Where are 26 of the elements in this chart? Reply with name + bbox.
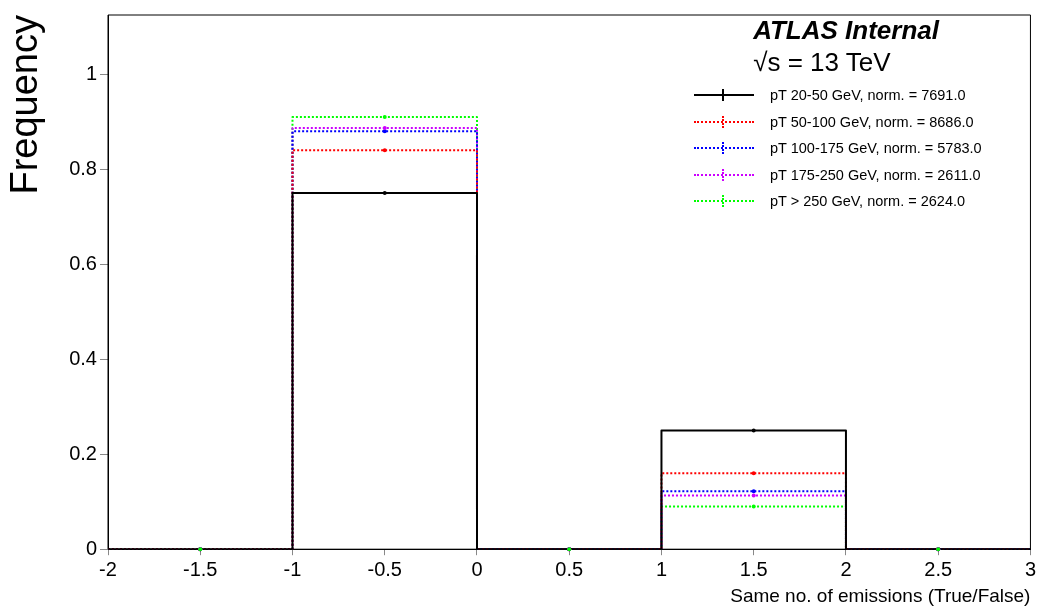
x-tick-label: -1 [283, 557, 302, 580]
x-tick-label: 1.5 [739, 557, 768, 580]
x-tick-label: -1.5 [183, 557, 218, 580]
legend-label: pT > 250 GeV, norm. = 2624.0 [770, 193, 966, 210]
legend-label: pT 20-50 GeV, norm. = 7691.0 [770, 87, 966, 104]
y-axis-title: Frequency [3, 15, 46, 195]
y-tick-label: 0.8 [69, 156, 97, 179]
x-tick-label: 2 [840, 557, 852, 580]
x-tick-label: 0 [471, 557, 483, 580]
legend-label: pT 100-175 GeV, norm. = 5783.0 [770, 140, 982, 157]
legend-label: pT 175-250 GeV, norm. = 2611.0 [770, 166, 981, 183]
x-tick-label: 0.5 [555, 557, 584, 580]
x-tick-label: 1 [655, 557, 668, 580]
y-tick-label: 0.4 [69, 346, 97, 369]
y-tick-label: 0 [85, 536, 97, 559]
legend-label: pT 50-100 GeV, norm. = 8686.0 [770, 113, 974, 130]
annotation: √s = 13 TeV [753, 46, 892, 78]
annotation: ATLAS Internal [753, 14, 939, 46]
x-tick-label: -0.5 [367, 557, 402, 580]
y-tick-label: 1 [85, 61, 97, 84]
y-tick-label: 0.2 [69, 441, 97, 464]
y-tick-label: 0.6 [69, 251, 97, 274]
x-axis-title: Same no. of emissions (True/False) [730, 584, 1031, 606]
x-tick-label: 3 [1024, 557, 1036, 580]
x-tick-label: 2.5 [924, 557, 953, 580]
x-tick-label: -2 [99, 557, 117, 580]
